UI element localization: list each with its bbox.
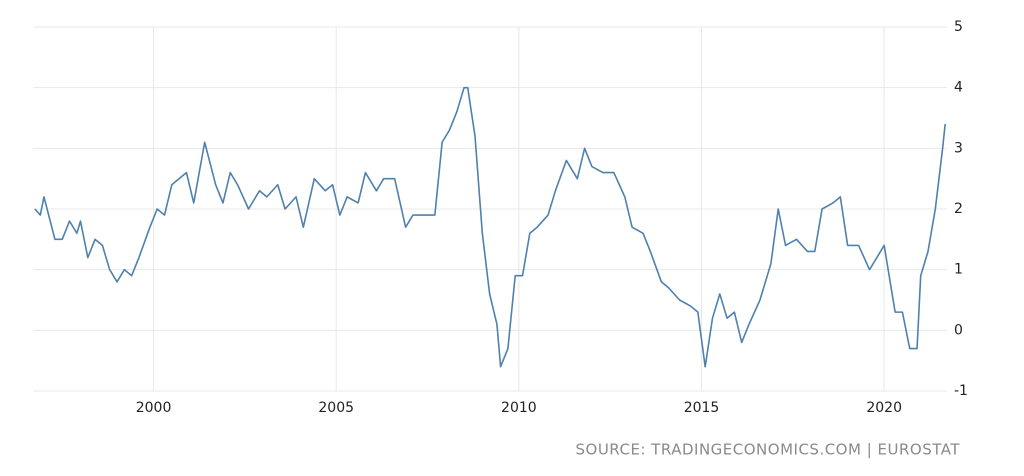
data-line bbox=[34, 86, 946, 368]
y-tick-label: 1 bbox=[954, 262, 963, 278]
y-tick-label: 0 bbox=[954, 322, 963, 338]
x-tick-label: 2000 bbox=[136, 400, 172, 416]
source: SOURCE: TRADINGECONOMICS.COM | EUROSTAT bbox=[575, 441, 960, 459]
x-tick-label: 2015 bbox=[684, 400, 720, 416]
y-tick-label: 2 bbox=[954, 201, 963, 217]
x-tick-label: 2010 bbox=[501, 400, 537, 416]
x-tick-label: 2020 bbox=[866, 400, 902, 416]
y-tick-label: 4 bbox=[954, 80, 963, 96]
y-tick-label: 3 bbox=[954, 140, 963, 156]
y-tick-label: 5 bbox=[954, 19, 963, 35]
x-tick-label: 2005 bbox=[318, 400, 354, 416]
y-tick-label: -1 bbox=[954, 383, 968, 399]
